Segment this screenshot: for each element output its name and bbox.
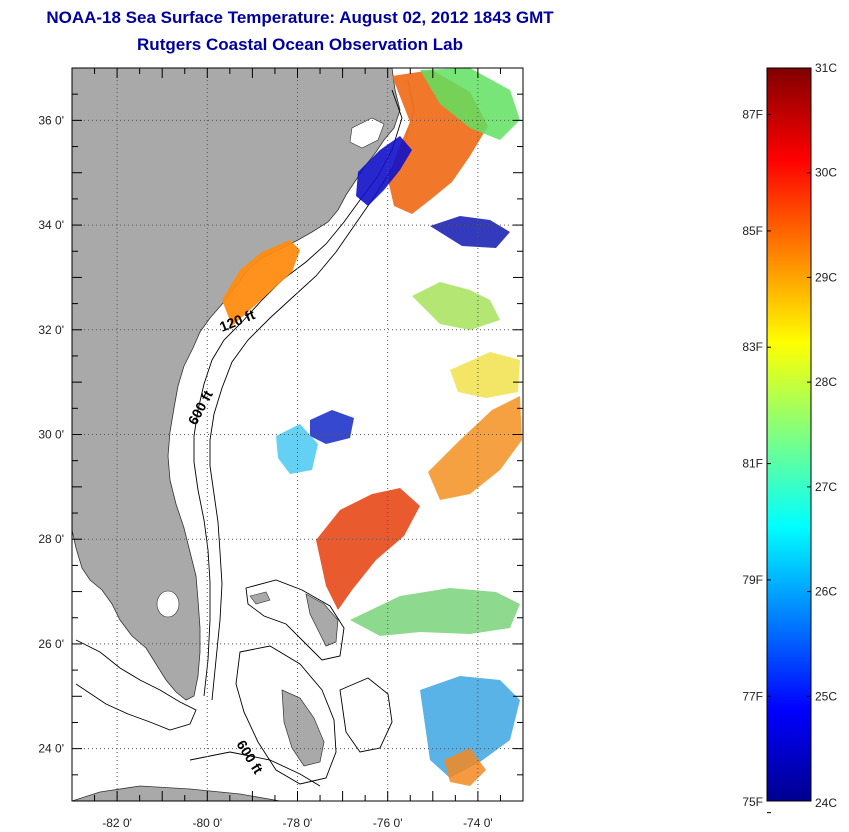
lat-tick-label: 30 0': [38, 428, 64, 442]
sst-data-layer: [222, 68, 522, 786]
colorbar-gradient: [766, 67, 812, 802]
lat-tick-label: 34 0': [38, 218, 64, 232]
sound-inlet: [349, 117, 385, 149]
map-plot-area: [72, 68, 523, 801]
lat-tick-label: 36 0': [38, 113, 64, 127]
colorbar-celsius-labels: 31C 30C 29C 28C 27C 26C 25C 24C: [807, 61, 837, 810]
sst-patch-ne-green: [420, 68, 520, 140]
colorbar-celsius-label: 24C: [815, 796, 837, 810]
contour-florida-keys: [75, 639, 197, 731]
land-bahamas-abaco: [305, 593, 339, 647]
contour-bahamas-bank-2: [235, 645, 337, 785]
lat-tick-label: 26 0': [38, 637, 64, 651]
sst-patch-blue-mid: [310, 410, 354, 444]
sst-patch-outer-banks-blue: [356, 136, 412, 206]
colorbar-celsius-label: 28C: [815, 375, 837, 389]
land-cuba: [72, 785, 281, 801]
sst-patch-yellow-ne: [450, 352, 520, 398]
colorbar-fahrenheit-labels: 87F 85F 83F 81F 79F 77F 75F: [742, 108, 771, 814]
colorbar-fahrenheit-label: 85F: [742, 224, 763, 238]
contour-bahamas-bank-3: [339, 677, 393, 753]
sst-patch-gulfstream-green: [412, 282, 500, 330]
latitude-tick-labels: 24 0' 26 0' 28 0' 30 0' 32 0' 34 0' 36 0': [38, 113, 64, 755]
sst-patch-carolina-orange: [222, 240, 300, 326]
sst-patch-gulfstream-blue: [430, 216, 510, 248]
colorbar-fahrenheit-label: 83F: [742, 340, 763, 354]
map-tick-marks: [71, 67, 524, 802]
colorbar-celsius-label: 30C: [815, 166, 837, 180]
sst-patch-mid-orange: [428, 396, 522, 500]
colorbar-fahrenheit-label: 75F: [742, 795, 763, 809]
colorbar-celsius-label: 29C: [815, 270, 837, 284]
colorbar-fahrenheit-label: 77F: [742, 689, 763, 703]
sst-patch-se-orange: [444, 748, 486, 786]
temperature-colorbar: 31C 30C 29C 28C 27C 26C 25C 24C 87F 85F 83F 81F 79F…: [742, 61, 837, 814]
colorbar-celsius-label: 27C: [815, 480, 837, 494]
map-subtitle: Rutgers Coastal Ocean Observation Lab: [137, 35, 463, 54]
sst-patch-mid-red: [316, 488, 420, 610]
contour-cuba-shelf: [189, 751, 321, 787]
land-us-east-coast: [72, 68, 401, 701]
colorbar-celsius-label: 26C: [815, 585, 837, 599]
colorbar-fahrenheit-label: 79F: [742, 573, 763, 587]
colorbar-celsius-label: 25C: [815, 689, 837, 703]
land-bahamas-andros: [281, 689, 325, 767]
land-bahamas-small: [249, 591, 271, 605]
longitude-tick-labels: -82 0' -80 0' -78 0' -76 0' -74 0': [102, 816, 492, 830]
lon-tick-label: -76 0': [373, 816, 403, 830]
sst-patch-se-mix: [420, 676, 520, 778]
lon-tick-label: -80 0': [192, 816, 222, 830]
colorbar-celsius-label: 31C: [815, 61, 837, 75]
lake-okeechobee: [156, 590, 180, 618]
colorbar-fahrenheit-label: 81F: [742, 457, 763, 471]
lat-tick-label: 32 0': [38, 323, 64, 337]
lat-tick-label: 28 0': [38, 532, 64, 546]
map-title: NOAA-18 Sea Surface Temperature: August …: [46, 8, 554, 27]
colorbar-fahrenheit-label: 87F: [742, 108, 763, 122]
lat-tick-label: 24 0': [38, 742, 64, 756]
lon-tick-label: -82 0': [102, 816, 132, 830]
lon-tick-label: -74 0': [463, 816, 493, 830]
lon-tick-label: -78 0': [283, 816, 313, 830]
